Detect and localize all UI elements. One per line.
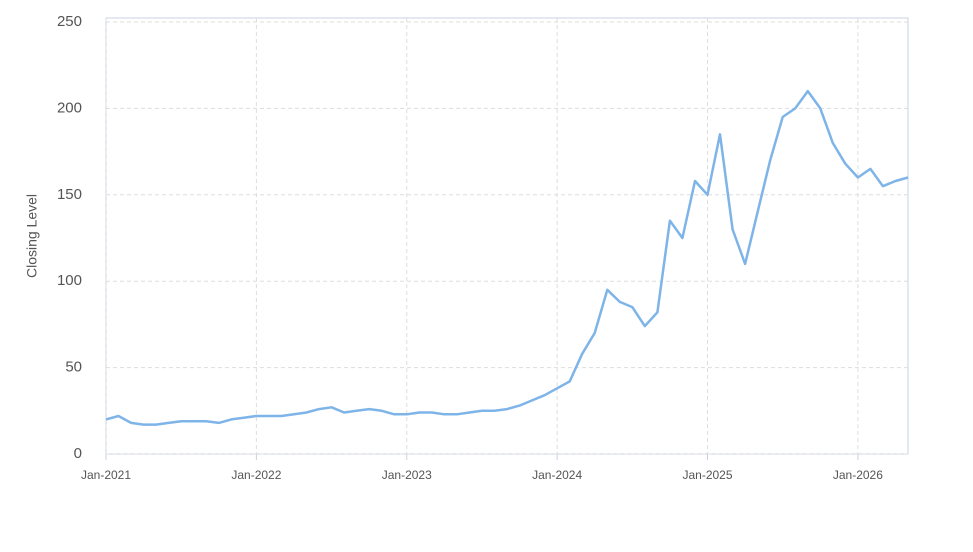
- y-axis-label: Closing Level: [24, 194, 40, 278]
- y-tick-label: 200: [57, 99, 82, 116]
- x-tick-label: Jan-2023: [382, 468, 432, 482]
- x-tick-label: Jan-2025: [682, 468, 732, 482]
- plot-border: [105, 17, 909, 455]
- y-tick-label: 100: [57, 272, 82, 289]
- y-tick-label: 250: [57, 13, 82, 30]
- x-tick-label: Jan-2021: [81, 468, 131, 482]
- x-tick-label: Jan-2024: [532, 468, 582, 482]
- data-line: [105, 89, 909, 426]
- y-tick-label: 150: [57, 186, 82, 203]
- x-tick-label: Jan-2026: [833, 468, 883, 482]
- y-tick-label: 50: [65, 359, 82, 376]
- x-tick-label: Jan-2022: [231, 468, 281, 482]
- y-tick-label: 0: [74, 445, 82, 462]
